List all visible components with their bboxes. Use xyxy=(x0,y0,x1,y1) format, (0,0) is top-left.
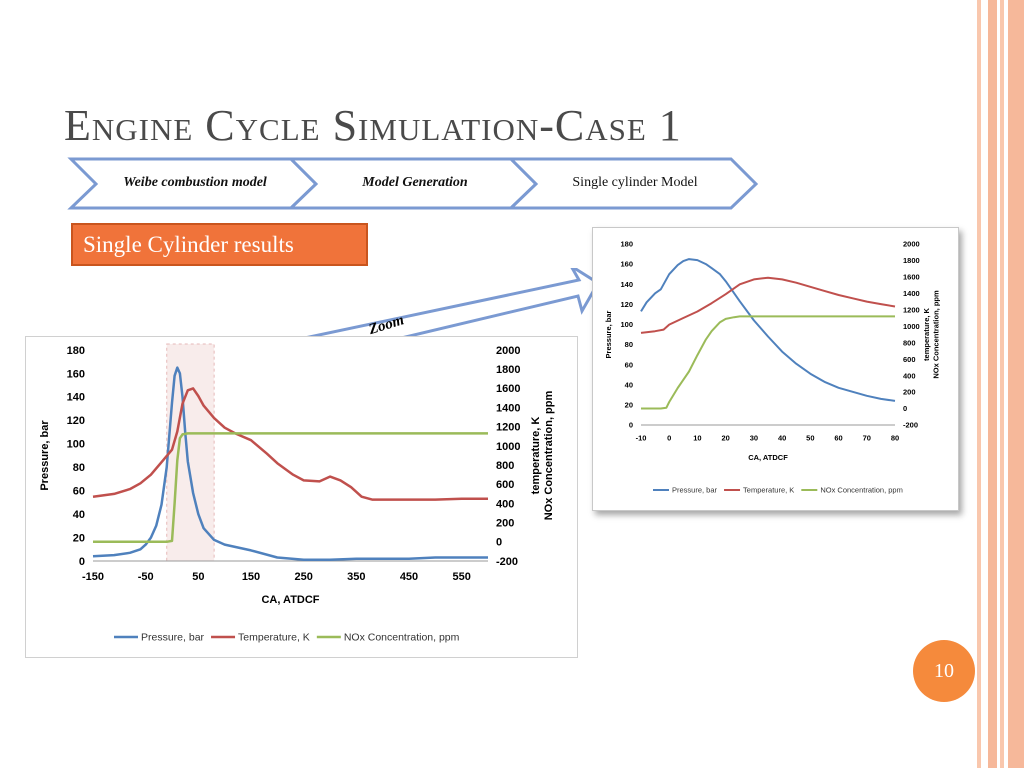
series-line-temperature xyxy=(92,387,488,501)
x-tick-label: 20 xyxy=(721,434,729,443)
y2-tick-label: -200 xyxy=(903,421,918,430)
y-tick-label: 60 xyxy=(625,360,633,369)
x-axis-label: CA, ATDCF xyxy=(261,594,319,606)
decor-stripe-2 xyxy=(988,0,997,768)
y-tick-label: 20 xyxy=(625,401,633,410)
x-tick-label: 350 xyxy=(347,571,365,583)
y-tick-label: 180 xyxy=(67,345,85,357)
slide-title: Engine Cycle Simulation-Case 1 xyxy=(64,101,682,150)
x-tick-label: 40 xyxy=(778,434,786,443)
y-tick-label: 80 xyxy=(625,340,633,349)
zoomed-chart: 0 20 40 60 80 100 120 140 160 180 -200 0 200 400 600 80… xyxy=(592,227,959,511)
y2-tick-label: 200 xyxy=(496,517,514,529)
y-tick-label: 120 xyxy=(67,415,85,427)
series-line-temperature xyxy=(640,276,896,334)
x-tick-label: 50 xyxy=(806,434,814,443)
y-tick-label: 100 xyxy=(67,439,85,451)
x-tick-label: 80 xyxy=(891,434,899,443)
y-tick-label: 60 xyxy=(73,486,85,498)
y2-tick-label: 0 xyxy=(903,404,907,413)
y2-tick-label: 0 xyxy=(496,537,502,549)
y-tick-label: 160 xyxy=(67,368,85,380)
y2-tick-label: 1400 xyxy=(496,402,520,414)
x-tick-label: -150 xyxy=(82,571,104,583)
decor-stripe-3 xyxy=(1000,0,1004,768)
y2-tick-label: 1600 xyxy=(903,273,920,282)
y2-tick-label: 1000 xyxy=(496,441,520,453)
y2-tick-label: 1400 xyxy=(903,289,920,298)
process-chevrons xyxy=(67,157,759,210)
y-tick-label: 40 xyxy=(73,509,85,521)
y2-tick-label: 600 xyxy=(903,355,916,364)
y2-tick-label: -200 xyxy=(496,556,518,568)
full-cycle-chart-svg: 0 20 40 60 80 100 120 140 160 180 -200 0 200 400 600 80… xyxy=(39,343,555,644)
decor-stripe-4 xyxy=(1008,0,1024,768)
x-tick-label: 30 xyxy=(750,434,758,443)
x-tick-label: 450 xyxy=(400,571,418,583)
y-tick-label: 180 xyxy=(620,240,633,249)
y2-tick-label: 400 xyxy=(903,371,916,380)
y2-tick-label: 1200 xyxy=(903,305,920,314)
zoomed-chart-svg: 020406080100120140160180-200020040060080… xyxy=(604,240,941,495)
series-line-pressure xyxy=(640,258,896,402)
chevron-step-3 xyxy=(507,157,759,210)
x-tick-label: 0 xyxy=(667,434,671,443)
legend-label: NOx Concentration, ppm xyxy=(820,486,903,495)
y-tick-label: 100 xyxy=(620,320,633,329)
y2-tick-label: 800 xyxy=(903,338,916,347)
legend-label: Pressure, bar xyxy=(141,632,205,644)
y2-tick-label: 1800 xyxy=(903,256,920,265)
y2-tick-label: 1600 xyxy=(496,383,520,395)
legend-label: Temperature, K xyxy=(238,632,310,644)
series-line-nox-concentration xyxy=(93,432,488,544)
x-tick-label: 150 xyxy=(242,571,260,583)
y2-tick-label: 1800 xyxy=(496,364,520,376)
y2-tick-label: 1200 xyxy=(496,422,520,434)
y-tick-label: 120 xyxy=(620,300,633,309)
y-tick-label: 160 xyxy=(620,260,633,269)
y2-axis-label: temperature, K xyxy=(922,307,931,361)
y-tick-label: 20 xyxy=(73,532,85,544)
step-single-cylinder-label: Single cylinder Model xyxy=(572,175,698,190)
y2-tick-label: 600 xyxy=(496,479,514,491)
y2-tick-label: 400 xyxy=(496,498,514,510)
x-tick-label: 60 xyxy=(834,434,842,443)
results-label-box: Single Cylinder results xyxy=(71,223,368,266)
y2-axis-label: NOx Concentration, ppm xyxy=(932,290,941,379)
y-axis-label: Pressure, bar xyxy=(604,310,613,358)
step-weibe-label: Weibe combustion model xyxy=(123,175,267,190)
y-tick-label: 80 xyxy=(73,462,85,474)
x-tick-label: 550 xyxy=(452,571,470,583)
y-tick-label: 140 xyxy=(620,280,633,289)
x-axis-label: CA, ATDCF xyxy=(748,453,788,462)
x-tick-label: 250 xyxy=(294,571,312,583)
legend-label: Temperature, K xyxy=(743,486,794,495)
decor-stripe-1 xyxy=(977,0,981,768)
x-tick-label: 10 xyxy=(693,434,701,443)
x-tick-label: -10 xyxy=(636,434,647,443)
y2-axis-label: temperature, K xyxy=(530,417,542,495)
full-cycle-chart: 0 20 40 60 80 100 120 140 160 180 -200 0 200 400 600 80… xyxy=(25,336,578,658)
legend-label: NOx Concentration, ppm xyxy=(344,632,460,644)
y-tick-label: 0 xyxy=(79,556,85,568)
y-tick-label: 140 xyxy=(67,392,85,404)
x-tick-label: -50 xyxy=(138,571,154,583)
y2-axis-label: NOx Concentration, ppm xyxy=(543,391,555,521)
y2-tick-label: 2000 xyxy=(903,240,920,249)
y-axis-label: Pressure, bar xyxy=(39,420,51,491)
y2-tick-label: 800 xyxy=(496,460,514,472)
page-number-badge: 10 xyxy=(913,640,975,702)
y2-tick-label: 200 xyxy=(903,388,916,397)
y2-tick-label: 2000 xyxy=(496,345,520,357)
step-model-generation-label: Model Generation xyxy=(362,175,468,190)
series-line-nox-concentration xyxy=(641,315,895,410)
x-tick-label: 50 xyxy=(192,571,204,583)
legend-label: Pressure, bar xyxy=(672,486,718,495)
y2-tick-label: 1000 xyxy=(903,322,920,331)
y-tick-label: 40 xyxy=(625,380,633,389)
y-tick-label: 0 xyxy=(629,421,633,430)
series-line-pressure xyxy=(92,366,488,562)
x-tick-label: 70 xyxy=(863,434,871,443)
